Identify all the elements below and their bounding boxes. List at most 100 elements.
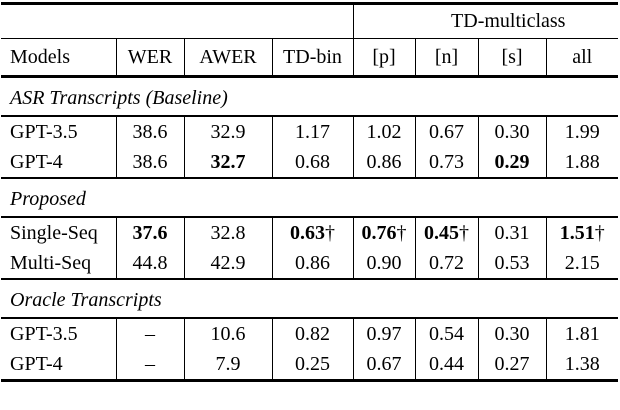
metric-value: 10.6	[210, 322, 246, 345]
metric-value: –	[145, 322, 155, 345]
column-header-all: all	[545, 38, 618, 77]
metric-value: 0.76	[361, 221, 397, 244]
metric-value: 0.25	[295, 352, 330, 375]
metric-value: 37.6	[132, 221, 168, 244]
metric-value: 0.86	[366, 150, 402, 173]
dagger-marker: †	[594, 221, 605, 244]
metric-cell: 0.45†	[414, 217, 478, 248]
column-header-awer: AWER	[183, 38, 272, 77]
table-row: Multi-Seq 44.8 42.9 0.86 0.90 0.72 0.53 2.15	[1, 248, 618, 279]
results-table: TD-multiclass Models WER AWER TD-bin [p]…	[1, 2, 618, 382]
metric-value: 0.73	[429, 150, 464, 173]
metric-value: 0.27	[494, 352, 530, 375]
metric-cell: 0.86	[352, 147, 415, 178]
metric-cell: 0.29	[477, 147, 546, 178]
metric-value: 0.44	[429, 352, 464, 375]
metric-cell: 1.51†	[545, 217, 618, 248]
metric-cell: 0.97	[352, 318, 415, 349]
metric-cell: 0.68	[271, 147, 353, 178]
column-header-p: [p]	[352, 38, 415, 77]
section-title: Proposed	[10, 187, 86, 210]
metric-cell: 0.90	[352, 248, 415, 279]
metric-cell: 7.9	[183, 349, 272, 381]
group-header-spacer	[1, 4, 353, 39]
section-title-row: Oracle Transcripts	[1, 279, 618, 318]
metric-cell: 0.63†	[271, 217, 353, 248]
metric-value: 32.8	[210, 221, 246, 244]
metric-cell: 32.7	[183, 147, 272, 178]
metric-value: 32.7	[210, 150, 246, 173]
metric-value: 0.86	[295, 251, 330, 274]
column-header-td-bin: TD-bin	[271, 38, 353, 77]
metric-cell: 0.53	[477, 248, 546, 279]
metric-value: 1.51	[559, 221, 595, 244]
metric-value: 1.99	[564, 120, 600, 143]
metric-cell: 0.30	[477, 116, 546, 147]
section-title-row: Proposed	[1, 178, 618, 217]
metric-cell: 0.31	[477, 217, 546, 248]
metric-cell: 1.99	[545, 116, 618, 147]
metric-value: 0.82	[295, 322, 330, 345]
column-header-row: Models WER AWER TD-bin [p] [n] [s] all	[1, 38, 618, 77]
column-header-wer: WER	[115, 38, 184, 77]
metric-value: 0.30	[494, 120, 530, 143]
metric-cell: 32.8	[183, 217, 272, 248]
metric-cell: 1.88	[545, 147, 618, 178]
metric-value: 0.54	[429, 322, 464, 345]
metric-value: 1.81	[564, 322, 600, 345]
metric-value: 0.97	[366, 322, 402, 345]
metric-value: 38.6	[132, 120, 168, 143]
dagger-marker: †	[459, 221, 469, 244]
table-row: Single-Seq 37.6 32.8 0.63† 0.76† 0.45† 0.31 1.5…	[1, 217, 618, 248]
metric-value: 0.53	[494, 251, 530, 274]
metric-cell: 10.6	[183, 318, 272, 349]
metric-value: 1.38	[564, 352, 600, 375]
metric-cell: 2.15	[545, 248, 618, 279]
metric-value: 0.90	[366, 251, 402, 274]
metric-cell: 0.82	[271, 318, 353, 349]
model-name: GPT-3.5	[10, 120, 78, 143]
metric-value: 0.68	[295, 150, 330, 173]
dagger-marker: †	[325, 221, 335, 244]
metric-cell: 32.9	[183, 116, 272, 147]
dagger-marker: †	[396, 221, 407, 244]
section-title: Oracle Transcripts	[10, 288, 162, 311]
metric-cell: 0.27	[477, 349, 546, 381]
metric-cell: 0.76†	[352, 217, 415, 248]
metric-cell: –	[115, 349, 184, 381]
group-header-td-multiclass: TD-multiclass	[352, 3, 618, 39]
metric-value: 1.88	[564, 150, 600, 173]
column-header-n: [n]	[414, 38, 478, 77]
metric-cell: 38.6	[115, 116, 184, 147]
metric-cell: 0.72	[414, 248, 478, 279]
metric-value: 2.15	[564, 251, 600, 274]
metric-cell: –	[115, 318, 184, 349]
table-row: GPT-3.5 – 10.6 0.82 0.97 0.54 0.30 1.81	[1, 318, 618, 349]
metric-value: 0.30	[494, 322, 530, 345]
metric-value: 0.45	[424, 221, 459, 244]
metric-cell: 1.17	[271, 116, 353, 147]
metric-cell: 0.67	[352, 349, 415, 381]
model-name: GPT-4	[10, 150, 63, 173]
metric-cell: 0.30	[477, 318, 546, 349]
metric-value: –	[145, 352, 155, 375]
column-header-models: Models	[10, 45, 70, 68]
metric-value: 1.17	[295, 120, 330, 143]
metric-cell: 0.54	[414, 318, 478, 349]
metric-value: 7.9	[215, 352, 241, 375]
metric-cell: 37.6	[115, 217, 184, 248]
table-row: GPT-4 38.6 32.7 0.68 0.86 0.73 0.29 1.88	[1, 147, 618, 178]
metric-value: 0.67	[429, 120, 464, 143]
metric-cell: 0.25	[271, 349, 353, 381]
metric-value: 0.63	[290, 221, 325, 244]
section-title: ASR Transcripts (Baseline)	[10, 86, 228, 109]
metric-cell: 44.8	[115, 248, 184, 279]
metric-cell: 1.38	[545, 349, 618, 381]
metric-value: 1.02	[366, 120, 402, 143]
metric-value: 44.8	[132, 251, 168, 274]
section-title-row: ASR Transcripts (Baseline)	[1, 77, 618, 116]
metric-cell: 0.73	[414, 147, 478, 178]
metric-value: 0.29	[494, 150, 530, 173]
model-name: GPT-4	[10, 352, 63, 375]
metric-cell: 38.6	[115, 147, 184, 178]
